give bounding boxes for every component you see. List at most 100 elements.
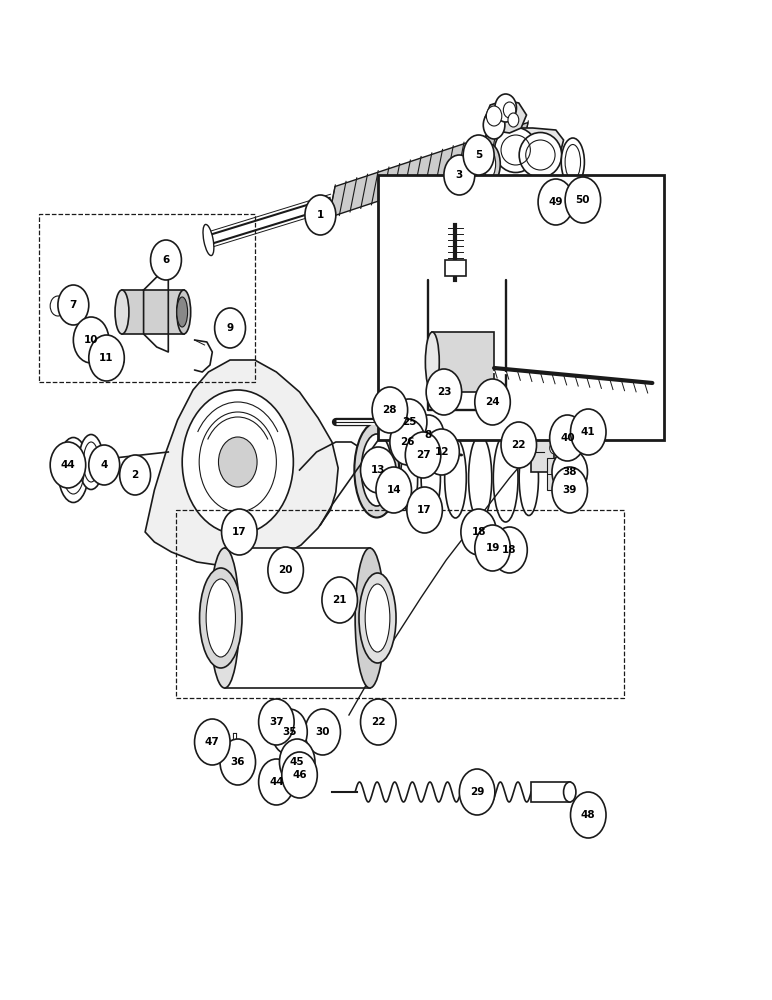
Circle shape	[272, 709, 307, 755]
Text: 30: 30	[316, 727, 330, 737]
Circle shape	[279, 739, 315, 785]
Bar	[225, 548, 370, 688]
Bar	[287, 725, 301, 735]
Text: 36: 36	[231, 757, 245, 767]
Ellipse shape	[206, 579, 235, 657]
Bar	[499, 434, 512, 522]
Circle shape	[322, 577, 357, 623]
Circle shape	[195, 719, 230, 765]
Ellipse shape	[199, 568, 242, 668]
Circle shape	[552, 449, 587, 495]
Ellipse shape	[354, 422, 399, 518]
Circle shape	[459, 769, 495, 815]
Circle shape	[215, 308, 245, 348]
Bar	[425, 442, 437, 514]
Bar	[296, 758, 306, 770]
Circle shape	[73, 317, 109, 363]
Circle shape	[475, 525, 510, 571]
Bar	[445, 260, 466, 276]
Polygon shape	[485, 100, 527, 133]
Text: 38: 38	[563, 467, 577, 477]
Text: 27: 27	[416, 450, 430, 460]
Bar	[449, 438, 462, 518]
Text: 40: 40	[560, 433, 574, 443]
Circle shape	[483, 111, 505, 139]
Circle shape	[372, 387, 408, 433]
Circle shape	[361, 699, 396, 745]
Text: 14: 14	[387, 485, 401, 495]
Text: 39: 39	[563, 485, 577, 495]
Text: 35: 35	[283, 727, 296, 737]
Circle shape	[120, 455, 151, 495]
Circle shape	[503, 102, 516, 118]
Circle shape	[550, 429, 559, 441]
Text: 22: 22	[512, 440, 526, 450]
Text: 8: 8	[425, 430, 432, 440]
Polygon shape	[498, 128, 564, 162]
Ellipse shape	[469, 152, 488, 188]
Circle shape	[89, 445, 120, 485]
Circle shape	[461, 509, 496, 555]
Ellipse shape	[359, 573, 396, 663]
Circle shape	[259, 699, 294, 745]
Polygon shape	[145, 360, 338, 566]
Text: 2: 2	[131, 470, 139, 480]
Text: 28: 28	[383, 405, 397, 415]
Circle shape	[550, 442, 559, 454]
Circle shape	[376, 467, 411, 513]
Circle shape	[259, 759, 294, 805]
Circle shape	[424, 429, 459, 475]
Ellipse shape	[177, 297, 188, 327]
Bar	[403, 444, 415, 512]
Bar	[523, 440, 535, 516]
Circle shape	[565, 177, 601, 223]
Ellipse shape	[355, 548, 384, 688]
Ellipse shape	[483, 150, 496, 178]
Bar	[378, 175, 664, 440]
Text: 49: 49	[549, 197, 563, 207]
Circle shape	[391, 399, 427, 445]
Ellipse shape	[519, 132, 561, 178]
Circle shape	[463, 135, 494, 175]
Circle shape	[550, 415, 585, 461]
Ellipse shape	[203, 224, 214, 256]
Text: 19: 19	[486, 543, 499, 553]
Text: 25: 25	[402, 417, 416, 427]
Circle shape	[305, 195, 336, 235]
Bar	[39, 214, 255, 382]
Text: 22: 22	[371, 717, 385, 727]
Text: 41: 41	[581, 427, 595, 437]
Ellipse shape	[79, 434, 103, 489]
Text: 3: 3	[455, 170, 463, 180]
Circle shape	[475, 379, 510, 425]
Circle shape	[571, 409, 606, 455]
Text: 48: 48	[581, 810, 595, 820]
Text: 11: 11	[100, 353, 113, 363]
Circle shape	[50, 296, 66, 316]
Circle shape	[58, 285, 89, 325]
Bar	[474, 436, 486, 520]
Bar	[432, 332, 494, 392]
Ellipse shape	[425, 332, 439, 392]
Text: 1: 1	[317, 210, 324, 220]
Circle shape	[268, 547, 303, 593]
Bar	[290, 779, 300, 791]
Ellipse shape	[210, 548, 239, 688]
Circle shape	[361, 447, 396, 493]
Circle shape	[571, 792, 606, 838]
Bar	[299, 770, 310, 782]
Ellipse shape	[436, 403, 452, 441]
Text: 5: 5	[475, 150, 482, 160]
Bar	[417, 412, 436, 424]
Circle shape	[269, 715, 279, 729]
Text: 21: 21	[333, 595, 347, 605]
Text: 10: 10	[84, 335, 98, 345]
Ellipse shape	[177, 290, 191, 334]
Circle shape	[89, 335, 124, 381]
Ellipse shape	[494, 127, 537, 172]
Text: 24: 24	[486, 397, 499, 407]
Circle shape	[222, 509, 257, 555]
Circle shape	[182, 390, 293, 534]
Text: 29: 29	[470, 787, 484, 797]
Polygon shape	[329, 122, 528, 218]
